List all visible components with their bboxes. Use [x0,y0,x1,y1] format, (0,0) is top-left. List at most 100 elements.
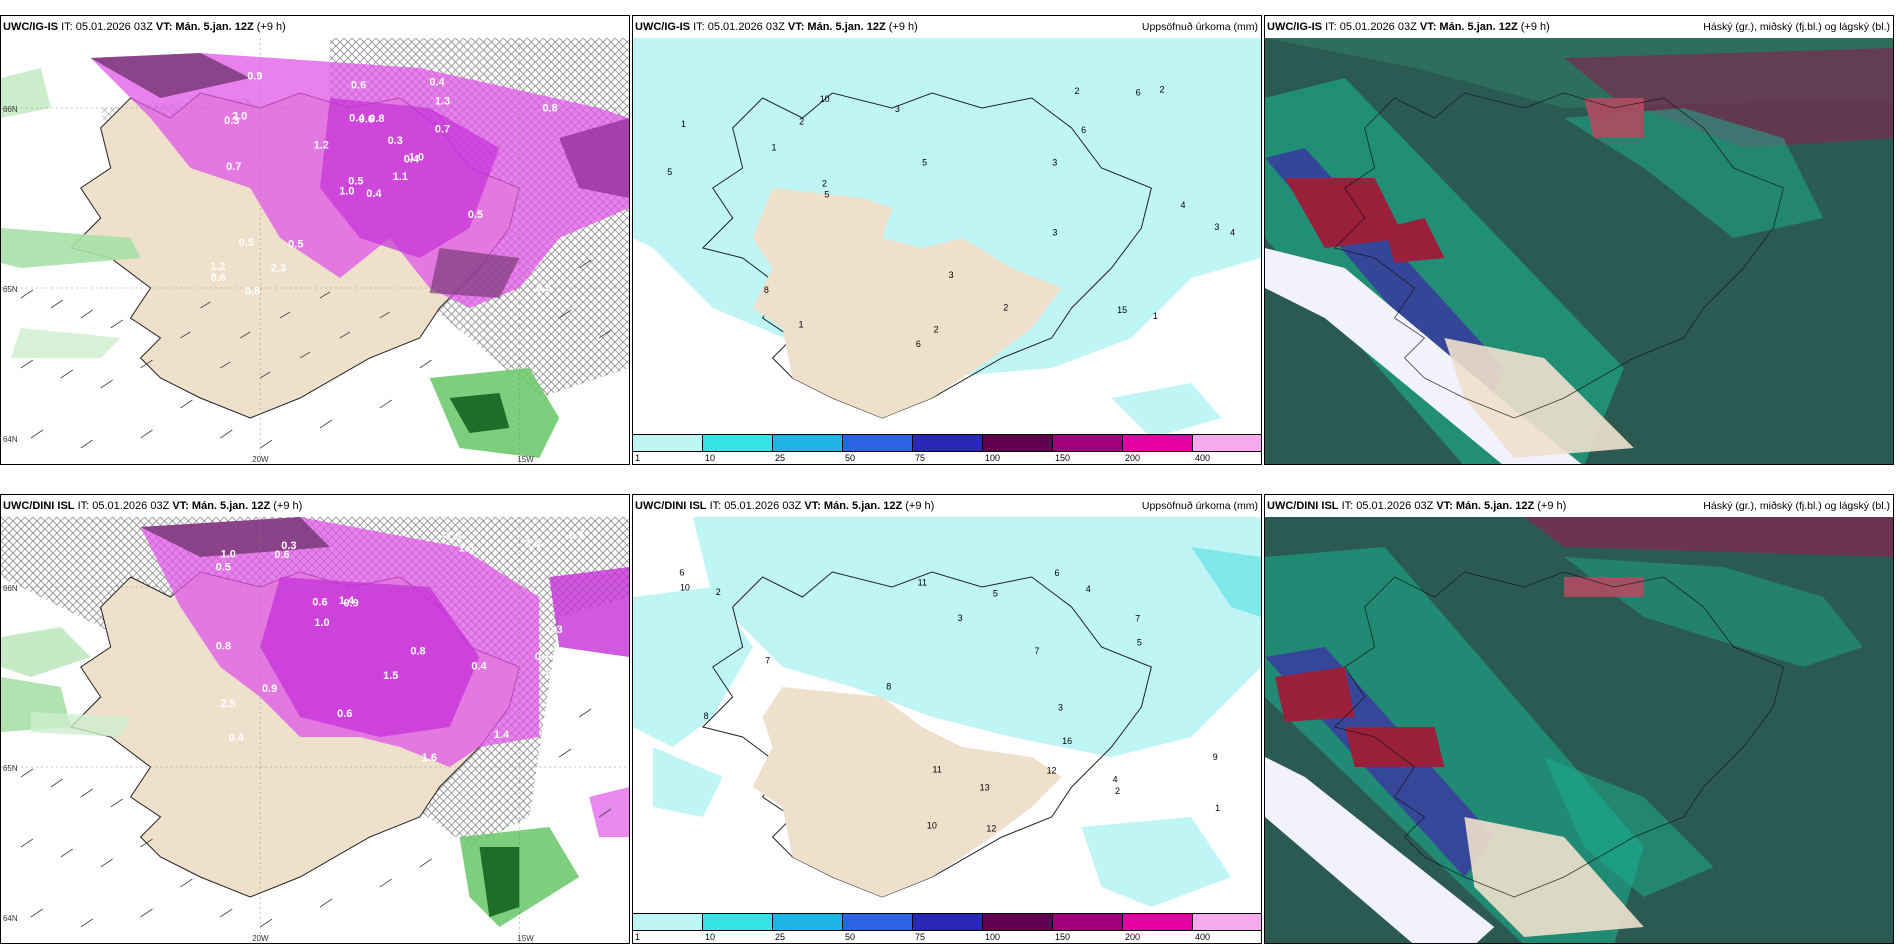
value-label: 0.7 [545,732,560,744]
field-title: Háský (gr.), miðský (fj.bl.) og lágský (… [1703,21,1890,33]
colorbar-segment [1123,434,1193,452]
value-label: 3 [1214,222,1219,232]
lead-time: (+9 h) [888,21,918,33]
panel-dini-clouds: UWC/DINI ISL IT: 05.01.2026 03Z VT: Mán.… [1264,494,1894,944]
value-label: 4 [1086,584,1091,594]
value-label: 2.0 [232,110,247,122]
value-label: 1.2 [210,261,225,273]
model-name: UWC/DINI ISL [3,500,75,512]
value-label: 11 [918,577,927,587]
value-label: 2 [822,179,827,189]
panel-dini-accum-precip: UWC/DINI ISL IT: 05.01.2026 03Z VT: Mán.… [632,494,1262,944]
lon-label-20w: 20W [252,934,269,943]
value-label: 1.4 [339,595,355,607]
colorbar-tick-label: 25 [775,932,786,942]
value-label: 1.4 [494,729,510,741]
value-label: 0.8 [245,286,260,298]
value-label: 0.5 [216,561,231,573]
cloud-cover-map[interactable] [1265,517,1893,944]
lead-time: (+9 h) [1537,500,1567,512]
value-label: 4 [1113,774,1118,784]
colorbar-tick-label: 150 [1055,453,1071,463]
value-label: 4 [1230,228,1235,238]
colorbar-segment [843,913,913,931]
colorbar-tick-label: 75 [915,453,926,463]
value-label: 5 [667,167,672,177]
value-label: 13 [980,782,990,792]
precip-rate-map[interactable]: 0.40.30.51.20.40.50.40.81.31.10.90.50.70… [1,38,629,465]
value-label: 3 [895,104,900,114]
colorbar-segment [773,434,843,452]
value-label: 12 [986,824,996,834]
wind-barbs [20,708,612,928]
colorbar-segment [843,434,913,452]
init-time: IT: 05.01.2026 03Z [61,21,153,33]
value-label: 0.6 [359,113,374,125]
value-label: 7 [1035,646,1040,656]
value-label: 0.4 [349,112,365,124]
value-label: 0.3 [547,624,562,636]
value-label: 2 [799,116,804,126]
value-label: 6 [916,339,921,349]
value-label: 2 [934,325,939,335]
value-label: 0.5 [348,175,363,187]
value-label: 0.4 [471,660,487,672]
value-label: 2.5 [220,698,235,710]
lat-label-66n: 66N [3,105,18,114]
lat-label-65n: 65N [3,764,18,773]
lon-label-15w: 15W [517,455,534,464]
value-label: 0.5 [536,282,551,294]
value-label: 16 [1062,736,1072,746]
colorbar-segment [1123,913,1193,931]
lat-label-65n: 65N [3,285,18,294]
value-label: 0.9 [344,598,359,610]
colorbar-segment [633,913,703,931]
colorbar-tick-label: 1 [635,932,641,942]
value-label: 9 [1213,752,1218,762]
value-label: 0.7 [569,530,584,542]
lon-label-20w: 20W [252,455,269,464]
init-time: IT: 05.01.2026 03Z [709,500,802,512]
value-label: 0.3 [388,135,403,147]
value-label: 4 [1181,200,1186,210]
cloud-cover-map[interactable] [1265,38,1893,465]
panel-header: UWC/DINI ISL IT: 05.01.2026 03Z VT: Mán.… [633,495,1261,517]
panel-header: UWC/IG-IS IT: 05.01.2026 03Z VT: Mán. 5.… [633,16,1261,38]
precip-colorbar: 1 10 25 50 75 100 150 200 400 [633,434,1261,464]
value-label: 10 [680,583,690,593]
value-label: 0.7 [546,667,561,679]
value-label: 0.8 [410,645,425,657]
value-label: 0.4 [404,153,420,165]
lead-time: (+9 h) [1520,21,1550,33]
init-time: IT: 05.01.2026 03Z [77,500,170,512]
value-label: 1.6 [422,752,437,764]
value-label: 15 [1117,305,1127,315]
value-label: 12 [1047,765,1057,775]
colorbar-tick-label: 200 [1125,932,1141,942]
precip-rate-map[interactable]: 0.40.70.40.30.91.42.51.00.61.60.50.81.00… [1,517,629,944]
precip-colorbar: 1 10 25 50 75 100 150 200 400 [633,913,1261,943]
value-label: 1.5 [383,670,398,682]
value-label: 0.6 [312,596,327,608]
value-label: 0.3 [224,115,239,127]
value-label: 0.4 [429,77,445,89]
value-label: 2 [1074,86,1079,96]
accum-precip-map[interactable]: 3 2 6 7 10 11 12 6 7 8 4 5 3 2 1 4 9 12 13 16 10 11 7 8 5 [633,517,1261,944]
panel-header: UWC/IG-IS IT: 05.01.2026 03Z VT: Mán. 5.… [1265,16,1893,38]
colorbar-segment [703,434,773,452]
lon-label-15w: 15W [517,934,534,943]
value-label: 0.6 [337,708,352,720]
lat-label-64n: 64N [3,914,18,923]
colorbar-tick-label: 200 [1125,453,1141,463]
panel-dini-precip-rate: UWC/DINI ISL IT: 05.01.2026 03Z VT: Mán.… [0,494,630,944]
value-label: 2 [716,587,721,597]
value-label: 10 [820,94,830,104]
field-title: Háský (gr.), miðský (fj.bl.) og lágský (… [1703,500,1890,512]
wind-barbs [20,259,612,449]
value-label: 0.9 [262,683,277,695]
value-label: 1.0 [339,186,354,198]
iceland-outline [701,571,1152,898]
model-name: UWC/IG-IS [635,21,690,33]
valid-time: VT: Mán. 5.jan. 12Z [1419,21,1518,33]
